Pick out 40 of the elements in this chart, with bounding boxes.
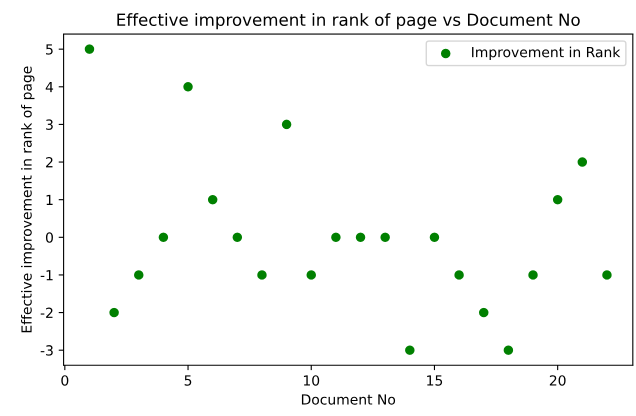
y-tick-label: 4 [46, 82, 54, 92]
point [405, 345, 415, 355]
point [356, 232, 366, 242]
point [331, 232, 341, 242]
y-axis-title: Effective improvement in rank of page [21, 66, 34, 332]
x-tick-label: 0 [61, 375, 68, 386]
point [306, 270, 316, 280]
point [454, 270, 464, 280]
point [282, 120, 292, 130]
point [158, 232, 168, 242]
y-tick-label: 5 [46, 44, 53, 55]
y-tick-label: 1 [46, 194, 53, 205]
y-tick-label: 0 [46, 232, 53, 243]
point [528, 270, 538, 280]
y-tick-label: 3 [46, 119, 53, 130]
point [84, 44, 94, 54]
point [552, 194, 562, 204]
legend-label: Improvement in Rank [472, 46, 620, 60]
point [134, 270, 144, 280]
point [602, 270, 612, 280]
chart-title: Effective improvement in rank of page vs Document No [117, 13, 580, 30]
y-tick-label: -2 [40, 308, 52, 318]
x-axis-title: Document No [302, 394, 396, 405]
point [504, 345, 514, 355]
point [109, 308, 119, 318]
point [183, 82, 193, 92]
point [430, 232, 440, 242]
x-tick-label: 5 [184, 375, 192, 386]
point [232, 232, 242, 242]
x-tick-label: 10 [304, 375, 320, 386]
y-tick-label: 2 [46, 157, 52, 168]
point [380, 232, 390, 242]
point [257, 270, 267, 280]
y-tick-label: -1 [40, 270, 53, 280]
point [578, 157, 588, 167]
x-tick-label: 15 [427, 375, 442, 386]
y-tick-label: -3 [40, 345, 53, 356]
point [478, 308, 488, 318]
x-tick-label: 20 [550, 375, 566, 386]
point [208, 194, 218, 204]
